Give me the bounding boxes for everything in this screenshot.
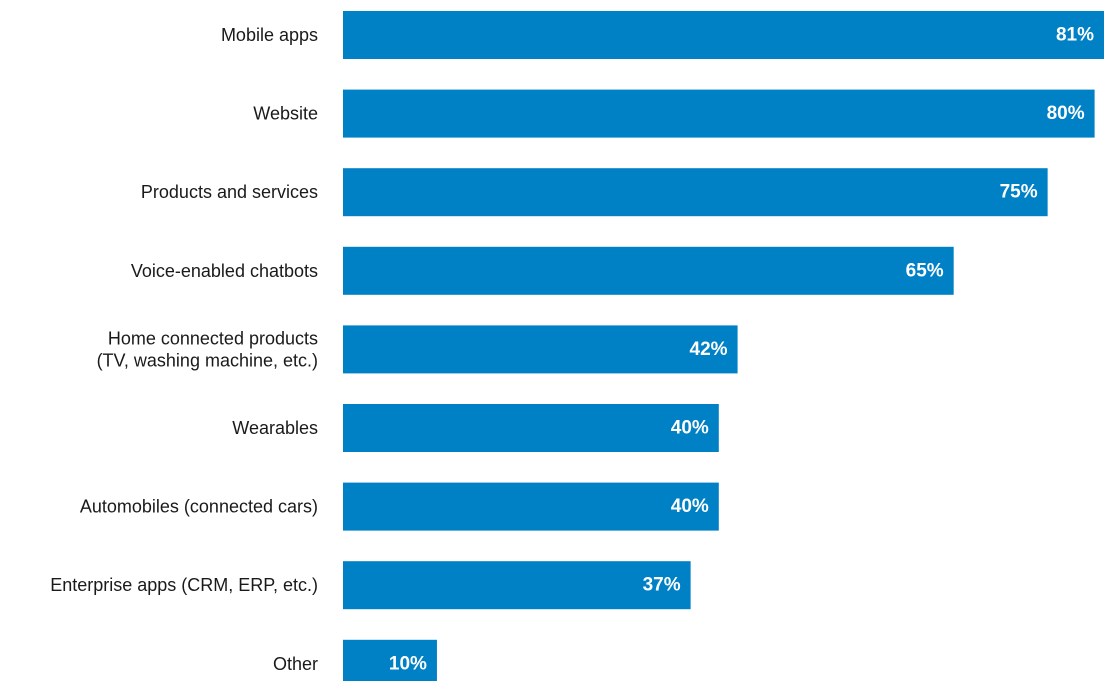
bar-value-label: 40%: [671, 418, 709, 439]
bar: [343, 246, 954, 295]
category-labels-layer: Mobile apps Website Products and services V…: [50, 25, 318, 674]
category-label: Products and services: [141, 182, 318, 202]
bar-value-label: 40%: [671, 496, 709, 517]
category-label: Automobiles (connected cars): [80, 497, 318, 517]
bar-value-label: 37%: [643, 575, 681, 596]
bar: [343, 404, 719, 452]
bar: [343, 89, 1095, 138]
category-label: Home connected products: [108, 328, 318, 348]
category-label: Website: [253, 104, 318, 124]
bar: [343, 325, 738, 374]
bar: [343, 639, 437, 681]
bar: [343, 11, 1104, 59]
category-label: (TV, washing machine, etc.): [97, 350, 318, 370]
category-label: Other: [273, 654, 318, 674]
bar: [343, 561, 691, 610]
bar-value-label: 81%: [1056, 25, 1094, 46]
bar-value-label: 75%: [1000, 182, 1038, 203]
bar-value-label: 42%: [690, 339, 728, 360]
bar: [343, 168, 1048, 217]
bar-value-label: 80%: [1047, 103, 1085, 124]
category-label: Mobile apps: [221, 25, 318, 45]
bar-value-label: 65%: [906, 260, 944, 281]
category-label: Voice-enabled chatbots: [131, 261, 318, 281]
category-label: Enterprise apps (CRM, ERP, etc.): [50, 575, 318, 595]
bars-layer: [343, 11, 1104, 681]
value-labels-layer: 81% 80% 75% 65% 42% 40% 40% 37% 10%: [389, 25, 1094, 675]
bar: [343, 482, 719, 531]
bar-value-label: 10%: [389, 653, 427, 674]
category-label: Wearables: [232, 418, 318, 438]
